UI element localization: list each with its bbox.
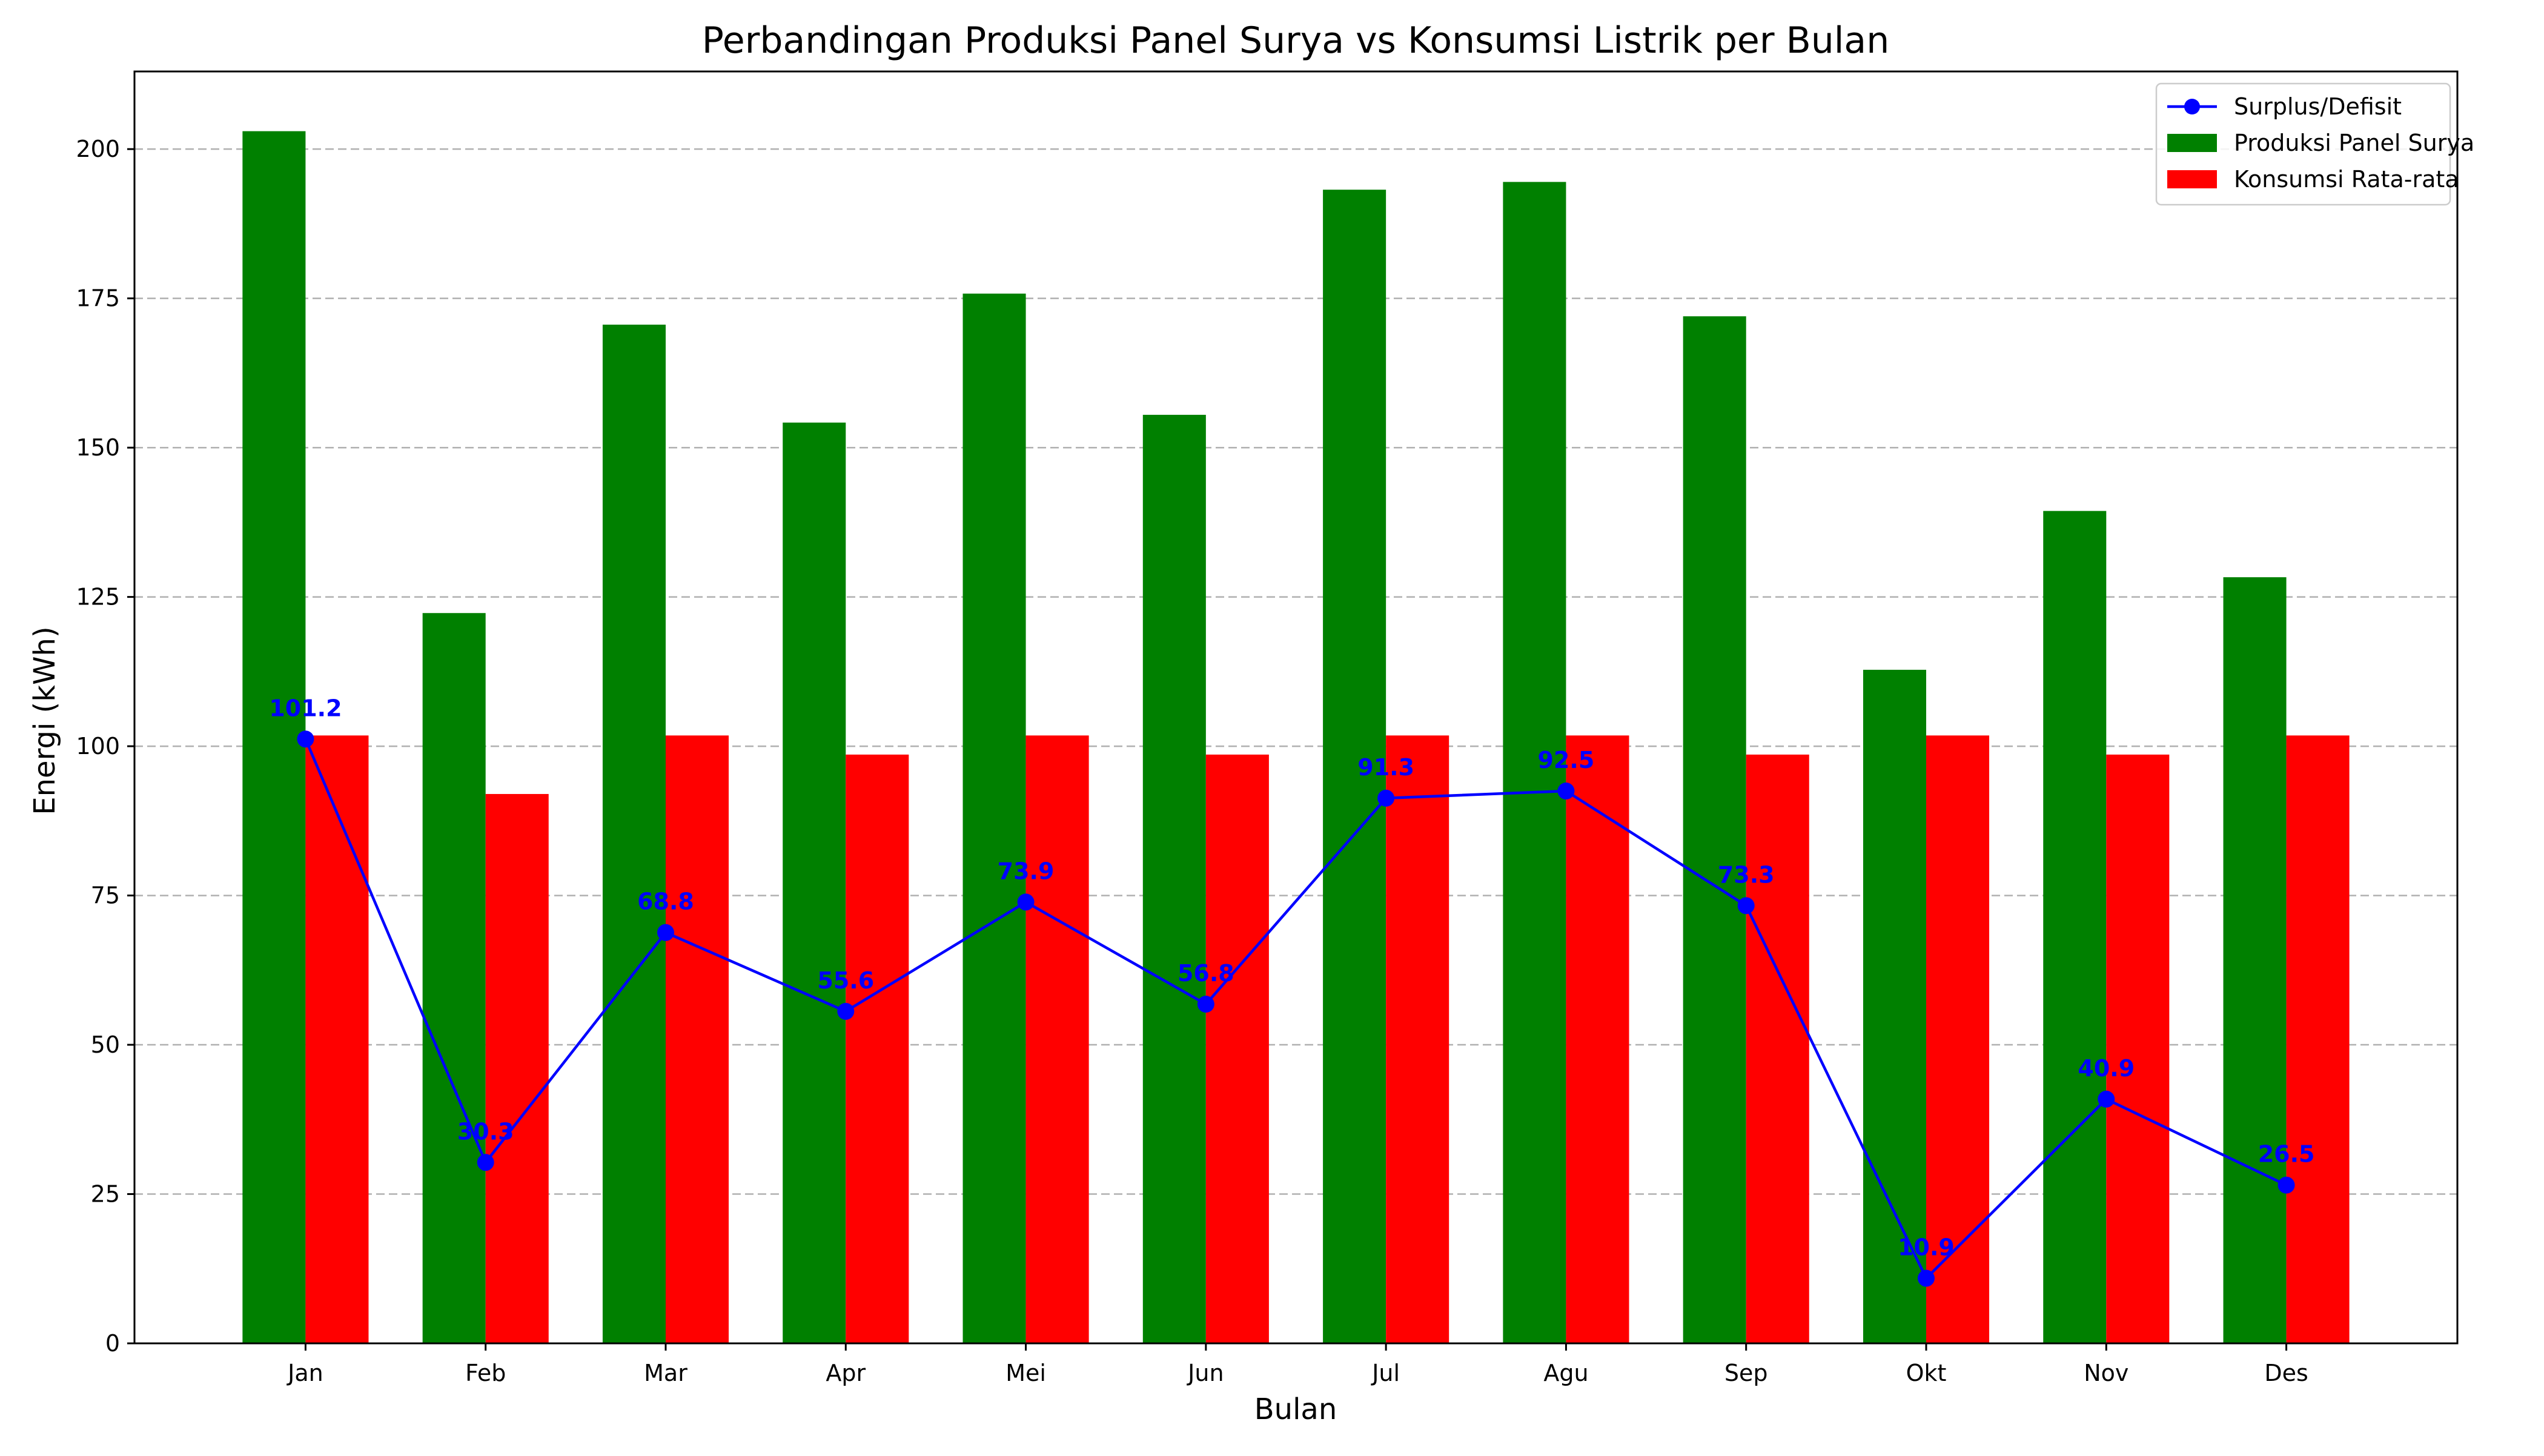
x-tick-label: Okt (1906, 1360, 1947, 1386)
x-tick-label: Feb (465, 1360, 506, 1386)
legend-label: Konsumsi Rata-rata (2234, 166, 2459, 193)
y-tick-label: 125 (76, 584, 120, 611)
ticks-layer: 0 25 50 75 100 125 150 175 200 Jan Feb Mar Apr Mei Jun… (76, 136, 2308, 1386)
surplus-data-label: 56.8 (1178, 960, 1234, 987)
bar-konsumsi (846, 754, 909, 1343)
bars-layer (242, 131, 2350, 1344)
surplus-data-label: 40.9 (2078, 1055, 2135, 1082)
bar-produksi (2043, 511, 2107, 1343)
surplus-data-label: 101.2 (269, 695, 342, 721)
legend-marker (2184, 99, 2200, 114)
y-tick-label: 150 (76, 434, 120, 461)
y-tick-label: 200 (76, 136, 120, 162)
legend: Surplus/Defisit Produksi Panel Surya Konsu… (2155, 82, 2474, 206)
y-tick-label: 100 (76, 733, 120, 759)
surplus-point (657, 924, 674, 941)
surplus-point (1737, 897, 1755, 915)
bar-konsumsi (1926, 735, 1990, 1343)
surplus-data-label: 73.3 (1718, 861, 1775, 888)
surplus-data-label: 73.9 (998, 858, 1055, 884)
surplus-point (477, 1154, 494, 1171)
legend-bar-swatch (2167, 134, 2217, 152)
legend-label: Produksi Panel Surya (2234, 130, 2474, 156)
bar-produksi (602, 325, 666, 1343)
surplus-point (2098, 1090, 2115, 1108)
surplus-data-label: 55.6 (817, 967, 874, 994)
surplus-point (1197, 996, 1214, 1013)
x-tick-label: Sep (1724, 1360, 1768, 1386)
line-layer (297, 730, 2295, 1287)
axes-layer (133, 70, 2459, 1345)
y-tick-label: 50 (91, 1031, 120, 1058)
surplus-data-label: 92.5 (1538, 747, 1595, 773)
legend-box (2155, 82, 2451, 206)
bar-produksi (242, 131, 306, 1343)
chart-title: Perbandingan Produksi Panel Surya vs Kon… (702, 19, 1889, 62)
surplus-data-label: 30.3 (457, 1118, 514, 1145)
surplus-data-label: 91.3 (1357, 754, 1414, 781)
x-tick-label: Jan (287, 1360, 323, 1386)
bar-produksi (1683, 316, 1746, 1343)
data-labels-layer: 101.2 30.3 68.8 55.6 73.9 56.8 91.3 92.5 73.3 10.… (269, 695, 2314, 1260)
x-tick-label: Apr (826, 1360, 866, 1386)
bar-produksi (422, 613, 486, 1343)
y-axis-label: Energi (kWh) (28, 626, 62, 815)
y-tick-label: 25 (91, 1181, 120, 1208)
x-tick-label: Des (2264, 1360, 2308, 1386)
bar-konsumsi (1566, 735, 1629, 1343)
surplus-point (1557, 783, 1575, 800)
surplus-point (297, 730, 314, 748)
legend-bar-swatch (2167, 170, 2217, 188)
y-tick-label: 0 (105, 1330, 120, 1357)
bar-konsumsi (665, 735, 729, 1343)
bar-konsumsi (1205, 754, 1269, 1343)
surplus-data-label: 10.9 (1898, 1234, 1955, 1261)
x-axis-label: Bulan (1254, 1392, 1337, 1426)
x-tick-label: Nov (2084, 1360, 2128, 1386)
bar-konsumsi (485, 793, 549, 1343)
plot-frame (133, 70, 2459, 1345)
bar-produksi (962, 293, 1026, 1344)
surplus-point (2277, 1176, 2295, 1194)
bar-produksi (1323, 190, 1386, 1343)
bar-produksi (2223, 577, 2287, 1343)
y-tick-label: 175 (76, 285, 120, 312)
x-tick-label: Mar (644, 1360, 687, 1386)
x-tick-label: Agu (1543, 1360, 1588, 1386)
bar-konsumsi (1025, 735, 1089, 1343)
bar-konsumsi (1746, 754, 1809, 1343)
bar-konsumsi (2106, 754, 2170, 1343)
x-tick-label: Jun (1187, 1360, 1224, 1386)
surplus-point (1017, 893, 1035, 911)
legend-label: Surplus/Defisit (2234, 93, 2402, 120)
bar-produksi (783, 422, 846, 1344)
surplus-point (1377, 789, 1395, 807)
surplus-data-label: 26.5 (2258, 1141, 2315, 1168)
bar-produksi (1142, 414, 1206, 1344)
surplus-data-label: 68.8 (637, 888, 694, 915)
bar-konsumsi (1386, 735, 1449, 1343)
bar-produksi (1503, 182, 1566, 1343)
bar-konsumsi (305, 735, 369, 1343)
x-tick-label: Jul (1371, 1360, 1400, 1386)
surplus-point (837, 1002, 855, 1020)
x-tick-label: Mei (1005, 1360, 1046, 1386)
surplus-point (1918, 1269, 1935, 1287)
bar-konsumsi (2286, 735, 2350, 1343)
bar-produksi (1863, 669, 1927, 1343)
y-tick-label: 75 (91, 882, 120, 909)
surplus-line (304, 738, 2287, 1281)
